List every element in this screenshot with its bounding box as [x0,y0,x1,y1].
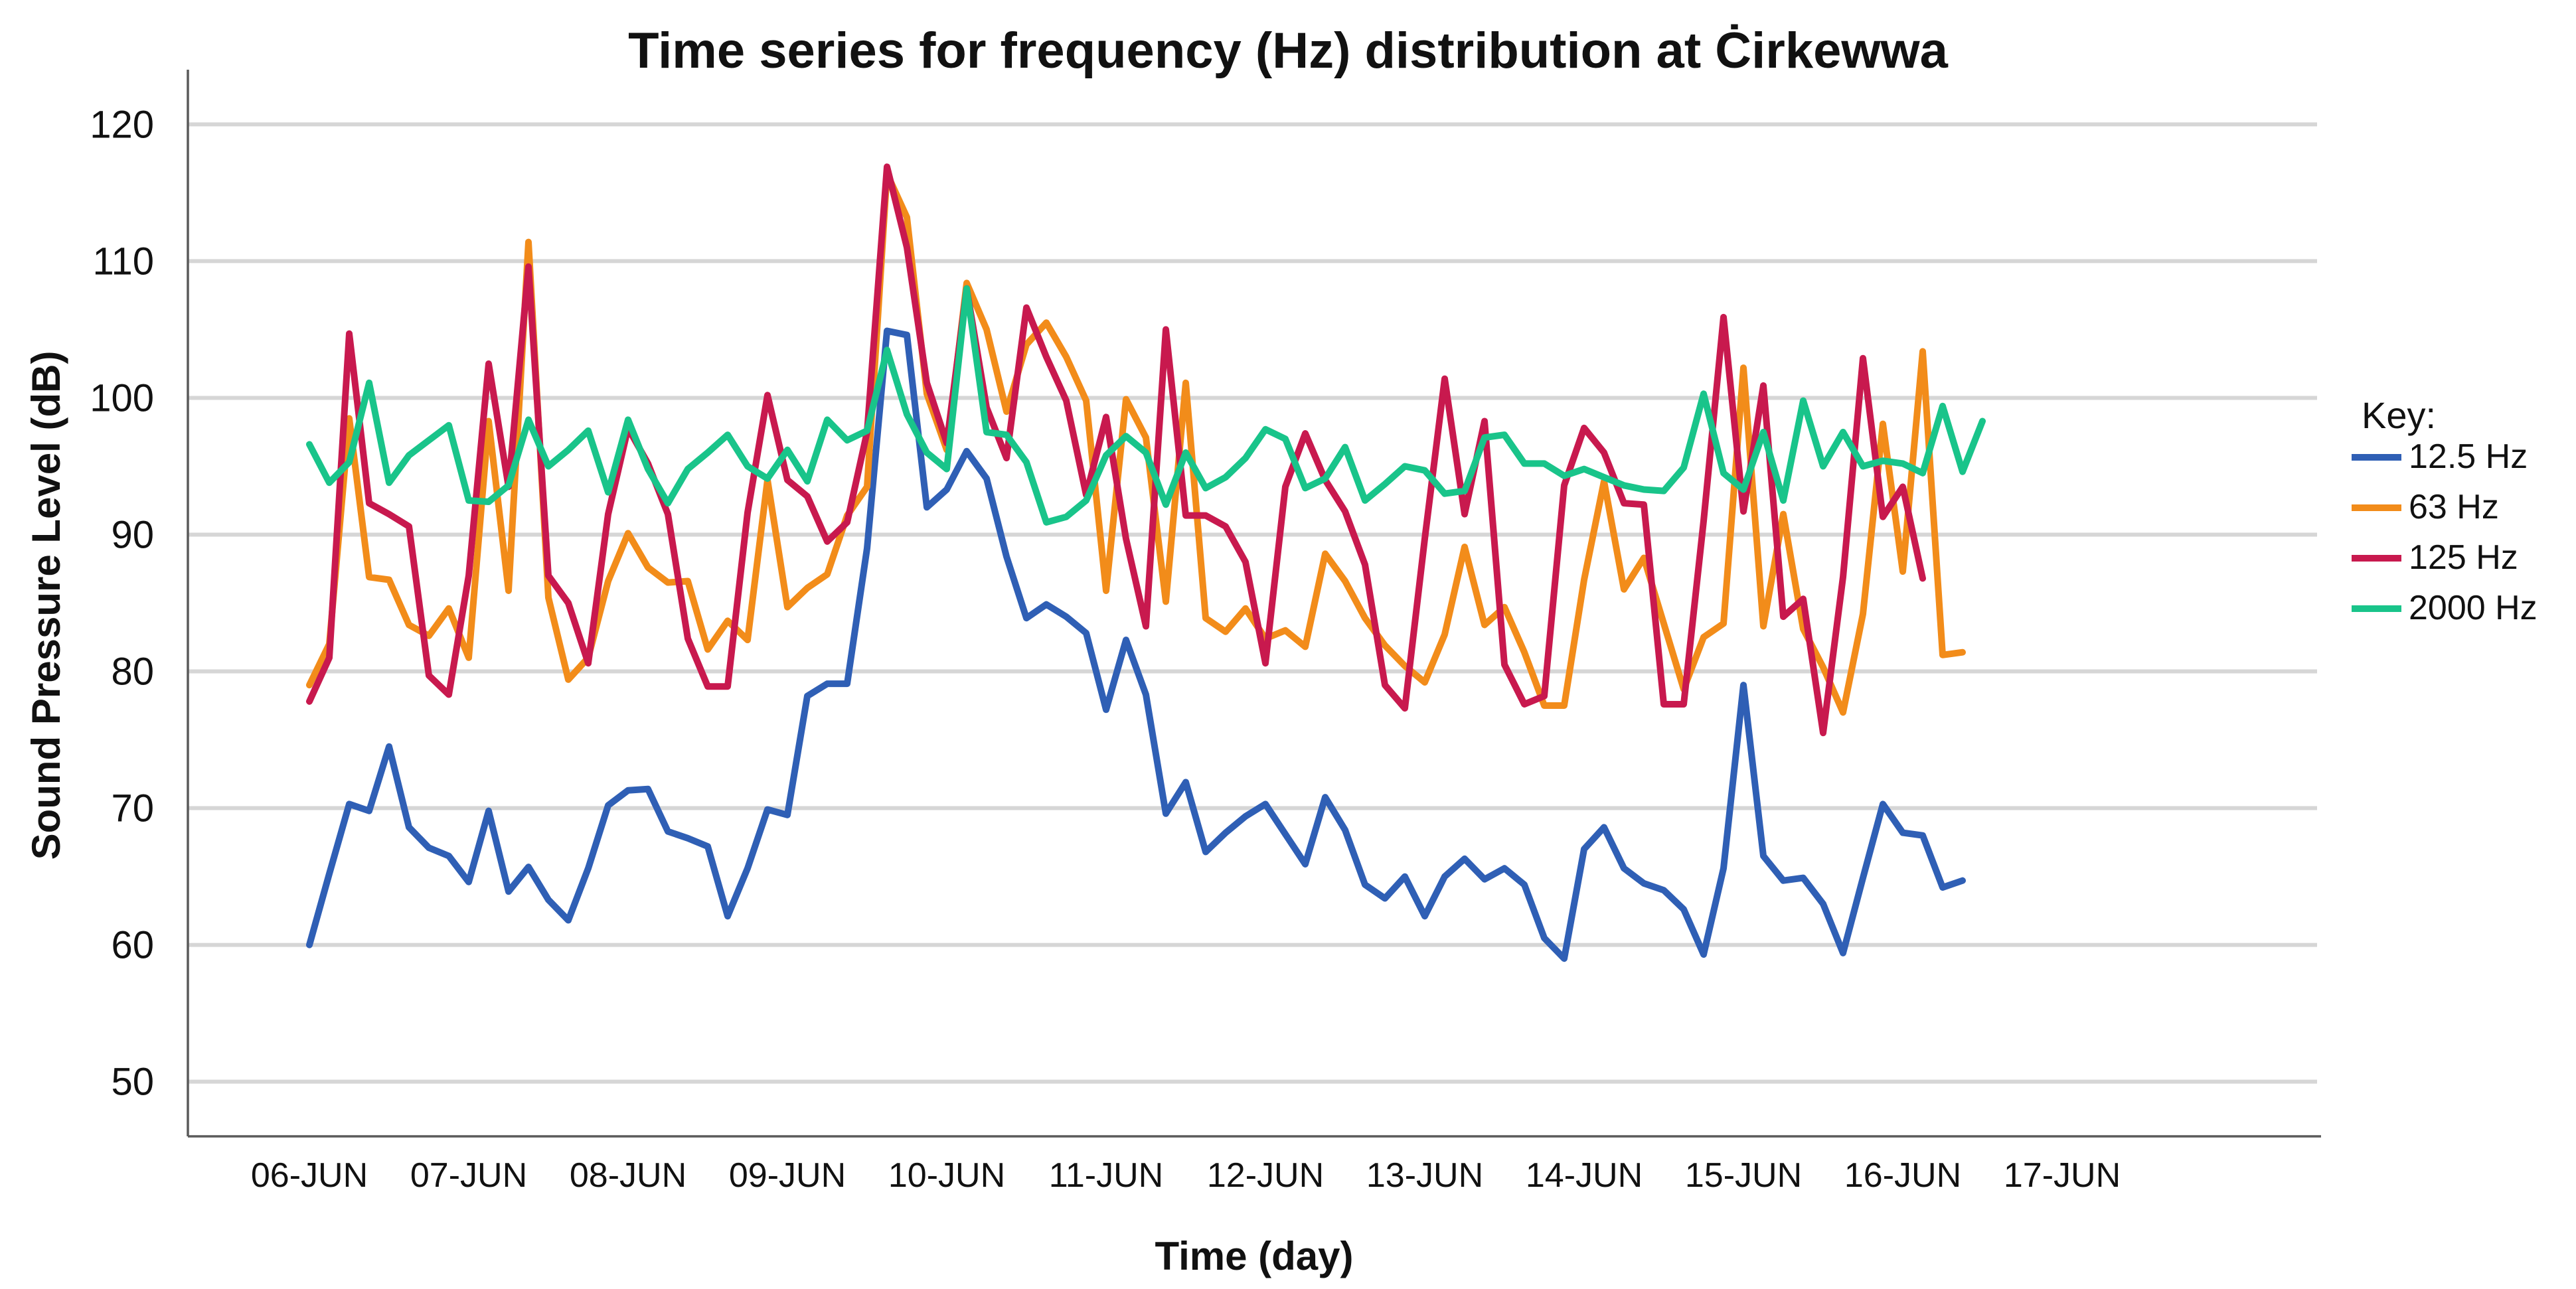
y-tick-labels: 50 60 70 80 90 100 110 120 [90,103,154,1103]
legend-label: 12.5 Hz [2409,437,2528,476]
x-tick-label: 07-JUN [410,1156,527,1195]
y-tick-label: 60 [111,924,154,967]
x-tick-label: 09-JUN [729,1156,846,1195]
x-tick-labels: 06-JUN 07-JUN 08-JUN 09-JUN 10-JUN 11-JUN 12-J… [251,1156,2121,1195]
x-tick-label: 17-JUN [2004,1156,2121,1195]
legend-label: 2000 Hz [2409,589,2537,627]
y-tick-label: 90 [111,513,154,556]
y-tick-label: 110 [93,240,154,283]
series-line-12-5-hz [306,327,1966,962]
series-line-2000-hz [306,285,1986,526]
x-tick-label: 14-JUN [1526,1156,1643,1195]
legend-title: Key: [2362,394,2436,436]
x-tick-label: 13-JUN [1366,1156,1483,1195]
legend-label: 63 Hz [2409,488,2499,526]
y-tick-label: 100 [90,376,154,419]
x-tick-label: 11-JUN [1049,1156,1163,1195]
x-tick-label: 12-JUN [1207,1156,1324,1195]
x-tick-label: 16-JUN [1844,1156,1961,1195]
y-tick-label: 70 [111,787,154,830]
x-tick-label: 15-JUN [1685,1156,1802,1195]
y-tick-label: 50 [111,1061,154,1104]
series-lines [306,163,1986,962]
series-line-125-hz [306,163,1926,737]
y-tick-label: 120 [90,103,154,146]
legend: Key: 12.5 Hz 63 Hz 125 Hz 2000 Hz [2352,394,2537,627]
x-tick-label: 10-JUN [888,1156,1005,1195]
chart-title: Time series for frequency (Hz) distribut… [628,23,1948,79]
y-axis-label: Sound Pressure Level (dB) [24,351,68,860]
y-tick-label: 80 [111,650,154,694]
x-tick-label: 08-JUN [570,1156,686,1195]
legend-label: 125 Hz [2409,538,2518,577]
x-tick-label: 06-JUN [251,1156,368,1195]
x-axis-label: Time (day) [1155,1234,1354,1278]
